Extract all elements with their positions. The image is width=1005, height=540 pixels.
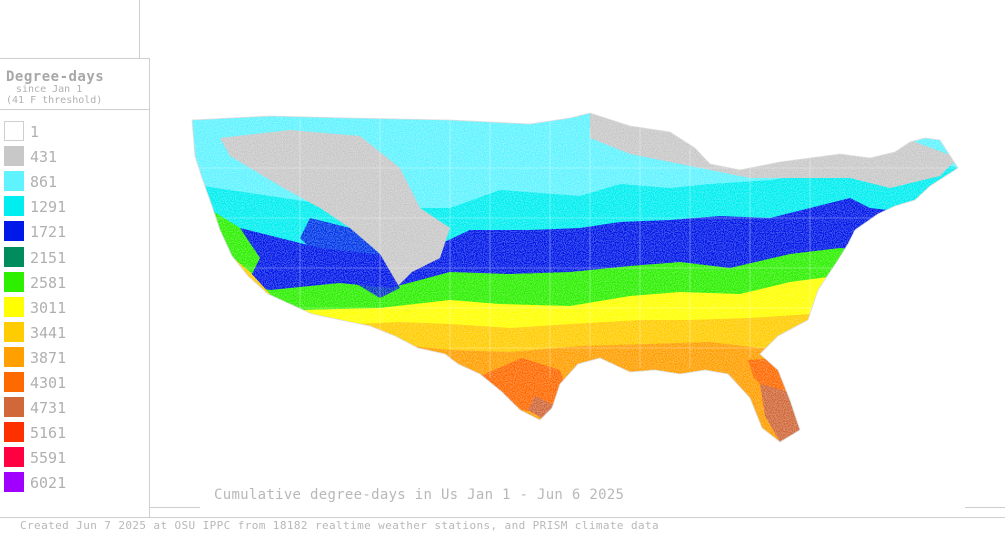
credit-text: Created Jun 7 2025 at OSU IPPC from 1818… [20,519,660,532]
legend-swatch [4,296,24,317]
frame-title-underline [150,507,200,508]
legend-value: 3871 [30,348,67,367]
frame-right-underline [965,507,1005,508]
legend-item-1: 1 [4,121,144,143]
legend-item-4301: 4301 [4,372,144,394]
legend-swatch [4,146,24,167]
legend-value: 1291 [30,198,67,217]
legend-subtitle-since: since Jan 1 [16,84,83,95]
legend-swatch [4,447,24,468]
legend-divider [0,109,149,110]
legend-swatch [4,196,24,217]
legend-swatch [4,121,24,141]
legend-swatch [4,472,24,493]
legend-swatch [4,321,24,342]
legend-item-3871: 3871 [4,346,144,369]
legend-swatch [4,422,24,443]
legend-value: 5161 [30,424,67,443]
legend-value: 431 [30,148,58,167]
legend-subtitle-threshold: (41 F threshold) [6,95,103,106]
legend-item-2581: 2581 [4,271,144,294]
state-boundaries [192,118,958,378]
legend-value: 5591 [30,449,67,468]
legend-value: 4731 [30,399,67,418]
legend-swatch [4,346,24,367]
legend-value: 1 [30,123,40,141]
legend-item-1721: 1721 [4,221,144,243]
legend-value: 4301 [30,374,67,392]
legend-item-2151: 2151 [4,246,144,269]
legend-value: 3011 [30,298,67,317]
legend-swatch [4,271,24,292]
legend-value: 861 [30,173,58,192]
us-outline [191,112,959,443]
legend-item-5161: 5161 [4,422,144,444]
frame-vertical-line [139,0,140,58]
map-title: Cumulative degree-days in Us Jan 1 - Jun… [214,487,625,503]
legend-swatch [4,246,24,267]
legend-item-3441: 3441 [4,321,144,344]
legend-value: 3441 [30,323,67,342]
legend-item-1291: 1291 [4,196,144,218]
legend-title: Degree-days [6,69,105,85]
degree-day-map [191,112,959,443]
legend-item-3011: 3011 [4,296,144,319]
legend-item-5591: 5591 [4,447,144,469]
legend-item-861: 861 [4,171,144,193]
legend-item-431: 431 [4,146,144,168]
legend-value: 2581 [30,273,67,292]
legend-item-6021: 6021 [4,472,144,494]
legend-panel: Degree-days since Jan 1 (41 F threshold)… [0,58,150,518]
legend-swatch [4,171,24,192]
legend-value: 1721 [30,223,67,242]
legend-swatch [4,372,24,392]
legend-item-4731: 4731 [4,397,144,419]
frame-bottom-line [0,517,1005,518]
legend-value: 6021 [30,474,67,493]
legend-swatch [4,221,24,242]
legend-value: 2151 [30,248,67,267]
legend-swatch [4,397,24,418]
